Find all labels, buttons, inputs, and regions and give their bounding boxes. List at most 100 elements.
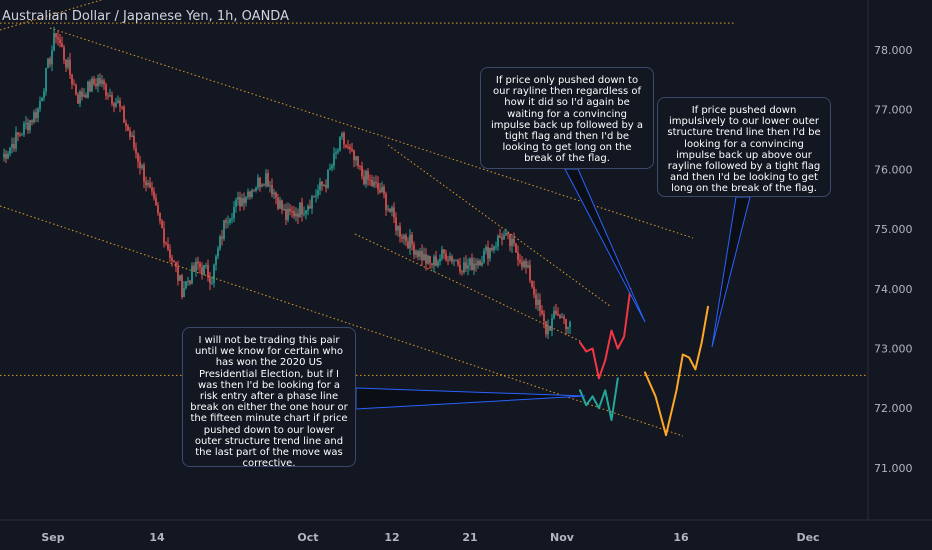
candle-body: [477, 260, 479, 266]
candle-body: [499, 235, 501, 238]
candle-body: [399, 226, 401, 237]
candle-body: [255, 187, 257, 191]
candle-body: [111, 95, 113, 104]
candle-body: [295, 213, 297, 217]
projection-paths: [579, 287, 709, 437]
time-tick-label: Dec: [796, 531, 819, 544]
candle-body: [519, 259, 521, 262]
candle-body: [151, 187, 153, 192]
candle-body: [319, 181, 321, 191]
candle-body: [391, 207, 393, 212]
candle-body: [9, 147, 11, 154]
chart-title: Australian Dollar / Japanese Yen, 1h, OA…: [2, 9, 289, 24]
candle-body: [473, 263, 475, 271]
orange-projection-path: [644, 305, 709, 437]
trend-line: [387, 144, 611, 307]
note-pointers: [355, 168, 751, 410]
candle-body: [277, 197, 279, 209]
candle-body: [387, 208, 389, 210]
time-tick-label: Oct: [297, 531, 318, 544]
green-projection-path: [579, 377, 619, 422]
candle-body: [513, 238, 515, 244]
candle-body: [79, 91, 81, 104]
candle-body: [159, 213, 161, 221]
candle-body: [241, 198, 243, 207]
candle-body: [209, 277, 211, 284]
trend-line: [387, 137, 694, 239]
price-tick-label: 77.000: [874, 104, 913, 117]
candle-body: [455, 260, 457, 262]
trend-line: [49, 27, 389, 139]
candle-body: [105, 84, 107, 96]
candle-body: [521, 261, 523, 268]
candle-body: [53, 33, 55, 51]
candle-body: [131, 135, 133, 137]
candle-body: [465, 262, 467, 269]
candle-body: [133, 135, 135, 148]
candle-body: [235, 199, 237, 207]
candle-body: [27, 122, 29, 131]
candle-body: [165, 243, 167, 245]
candle-body: [415, 251, 417, 255]
candle-body: [81, 91, 83, 97]
candle-body: [403, 235, 405, 239]
candle-body: [217, 248, 219, 257]
candle-body: [173, 260, 175, 262]
candle-body: [145, 181, 147, 186]
candle-body: [181, 275, 183, 298]
time-tick-label: Nov: [550, 531, 575, 544]
candle-body: [213, 264, 215, 283]
time-tick-label: 14: [149, 531, 165, 544]
candle-body: [431, 263, 433, 266]
candle-body: [543, 313, 545, 322]
candle-body: [309, 206, 311, 209]
price-tick-label: 74.000: [874, 283, 913, 296]
candle-body: [219, 236, 221, 249]
candle-body: [101, 80, 103, 84]
candle-body: [509, 234, 511, 246]
candle-body: [433, 256, 435, 266]
candle-body: [379, 189, 381, 193]
candle-body: [293, 211, 295, 217]
impulsive-note-pointer: [711, 196, 751, 348]
candle-body: [489, 247, 491, 259]
trend-line: [0, 205, 684, 437]
price-axis: 78.000 77.000 76.000 75.000 74.000 73.000 72.0…: [874, 44, 913, 475]
candle-body: [389, 208, 391, 212]
note-rayline: If price only pushed down to our rayline…: [480, 67, 654, 169]
candle-body: [123, 106, 125, 123]
candle-body: [67, 59, 69, 68]
candle-body: [263, 184, 265, 186]
candle-body: [25, 122, 27, 124]
candle-body: [211, 282, 213, 284]
election-note-pointer: [355, 387, 586, 410]
candle-body: [167, 243, 169, 250]
candle-body: [487, 247, 489, 259]
candle-body: [109, 95, 111, 97]
candle-body: [265, 173, 267, 186]
candle-body: [453, 260, 455, 262]
candle-body: [37, 108, 39, 119]
candle-body: [289, 208, 291, 212]
candle-body: [55, 33, 57, 38]
candle-body: [267, 173, 269, 187]
candle-body: [95, 83, 97, 87]
candle-body: [531, 280, 533, 287]
candle-body: [149, 182, 151, 188]
candle-body: [33, 112, 35, 123]
candle-body: [47, 58, 49, 68]
candle-body: [311, 196, 313, 209]
candle-body: [307, 206, 309, 211]
candle-body: [355, 156, 357, 161]
candle-body: [495, 246, 497, 248]
candle-body: [349, 146, 351, 150]
candle-body: [231, 218, 233, 220]
candle-body: [427, 255, 429, 264]
candle-body: [527, 265, 529, 268]
candle-body: [537, 299, 539, 305]
candle-body: [303, 213, 305, 215]
candle-body: [99, 78, 101, 84]
candle-body: [393, 207, 395, 218]
candle-body: [467, 265, 469, 269]
